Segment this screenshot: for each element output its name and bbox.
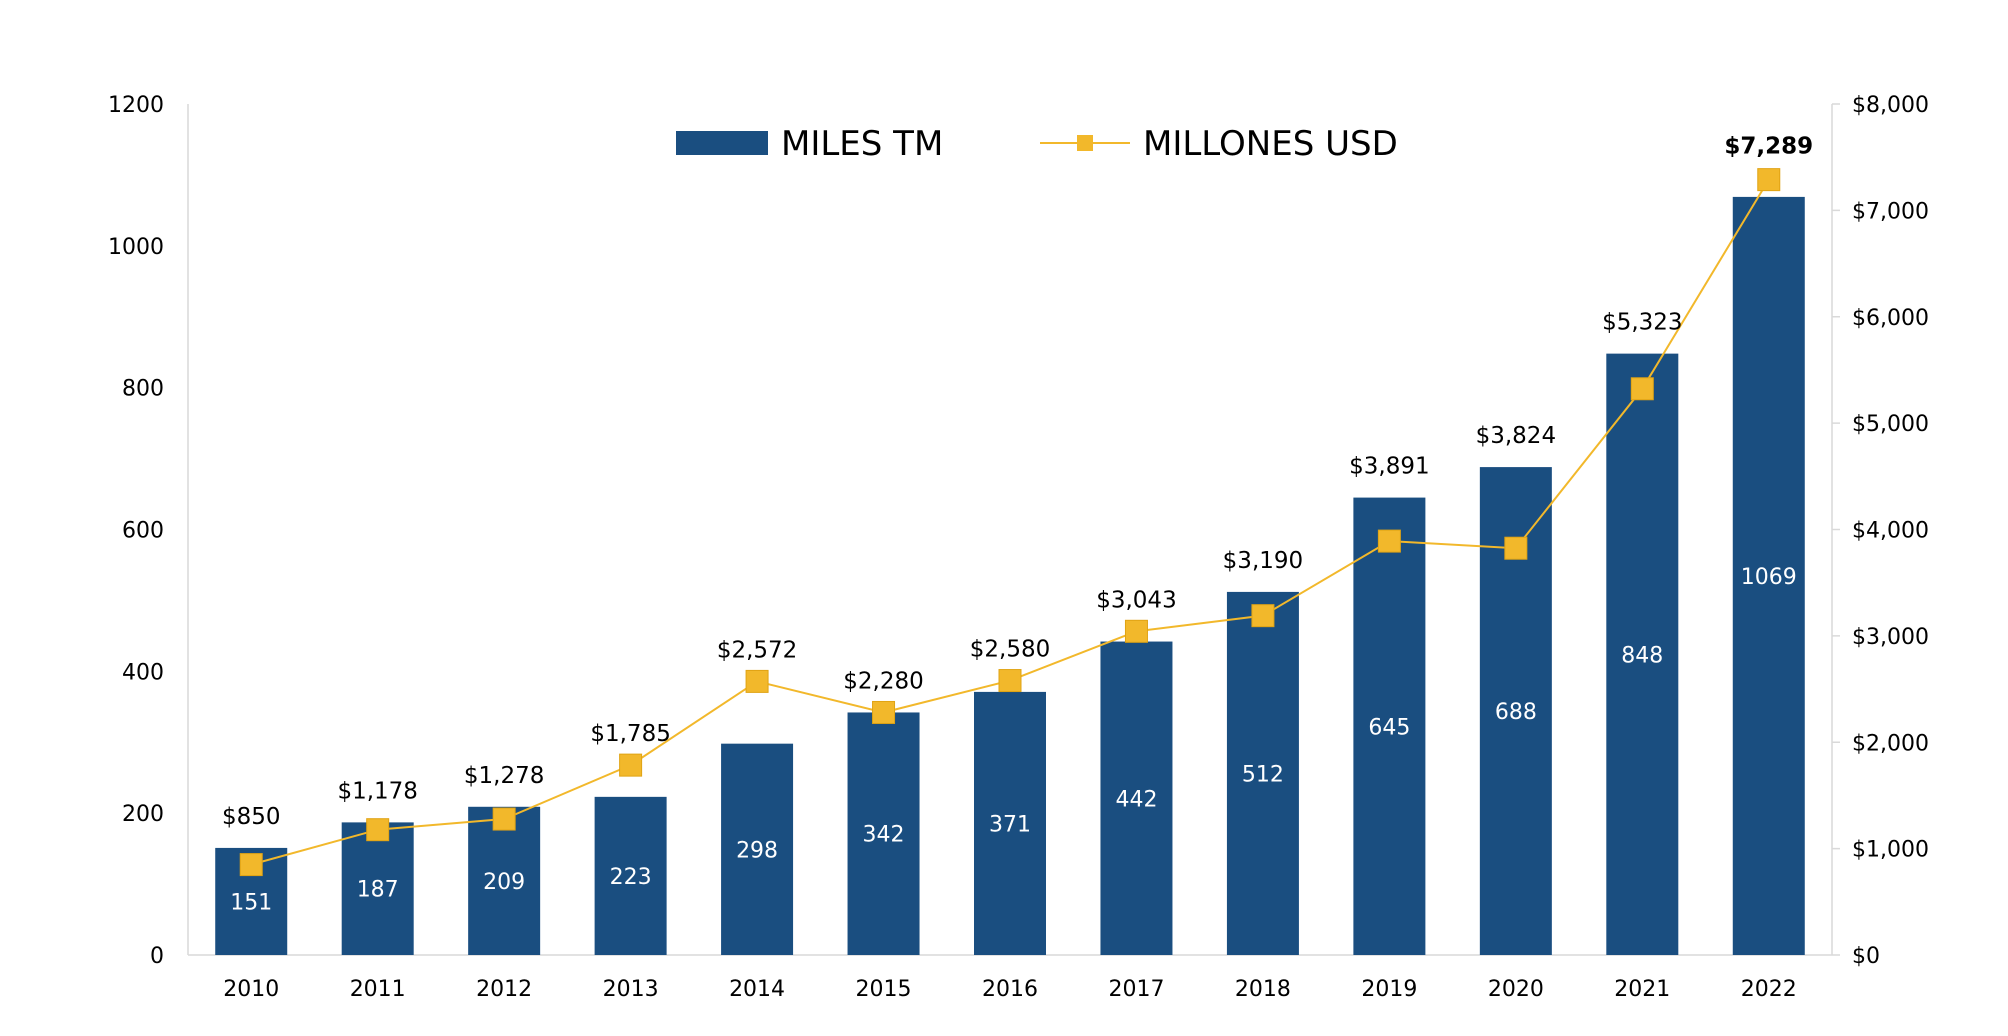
x-tick-label: 2013 [603,977,659,1002]
line-value-label: $850 [222,804,281,830]
legend-bar-label: MILES TM [781,124,943,164]
y-left-tick-label: 1000 [108,235,164,260]
y-left-tick-label: 800 [122,377,164,402]
line-point [1377,529,1401,553]
bar-value-label: 688 [1495,700,1537,725]
y-right-tick-label: $5,000 [1852,412,1929,437]
legend-bar-swatch [676,131,768,155]
y-right-tick-label: $0 [1852,944,1880,969]
bar [341,822,414,955]
line-point [619,753,643,777]
bar-value-label: 848 [1621,643,1663,668]
y-right-tick-label: $3,000 [1852,625,1929,650]
x-tick-label: 2016 [982,977,1038,1002]
axes-layer: 0 200 400 600 800 1000 1200 $0 $1,000 $2,000 $3,00… [108,93,1929,1002]
line-point [1757,168,1781,192]
bar-value-label: 187 [357,878,399,903]
y-right-tick-label: $7,000 [1852,199,1929,224]
line-value-label: $1,178 [337,778,417,804]
line-point [1251,604,1275,628]
y-left-tick-label: 600 [122,519,164,544]
bar-value-label: 512 [1242,762,1284,787]
line-point [745,669,769,693]
x-tick-label: 2012 [476,977,532,1002]
line-point [1504,536,1528,560]
x-tick-label: 2018 [1235,977,1291,1002]
bar [1606,353,1679,955]
bar-value-label: 209 [483,870,525,895]
y-right-tick-label: $4,000 [1852,519,1929,544]
bar [974,691,1046,955]
bar-value-label: 371 [989,812,1031,837]
bar-value-label: 645 [1368,715,1410,740]
line-value-label: $3,043 [1096,587,1176,613]
y-right-tick-label: $2,000 [1852,731,1929,756]
x-tick-label: 2011 [350,977,406,1002]
line-value-label: $2,572 [717,637,797,663]
line-layer [239,168,1781,877]
bar [1732,196,1805,956]
bar [468,806,541,955]
legend-line-label: MILLONES USD [1143,124,1398,164]
line-value-label: $7,289 [1724,134,1813,160]
bar [594,796,667,955]
line-point [366,818,390,842]
line-point [1124,619,1148,643]
labels-layer: 151 187 209 223 298 342 371 442 512 645 688 848 1069… [222,134,1813,916]
line-value-label: $5,323 [1602,310,1682,336]
bar-value-label: 298 [736,838,778,863]
bar [1226,591,1299,955]
y-left-tick-label: 400 [122,660,164,685]
line-value-label: $2,280 [843,668,923,694]
bars-layer [215,196,1805,956]
x-tick-label: 2017 [1108,977,1164,1002]
bar-value-label: 1069 [1741,565,1797,590]
x-tick-label: 2014 [729,977,785,1002]
x-tick-label: 2020 [1488,977,1544,1002]
legend-marker-swatch [1077,135,1093,151]
bar-value-label: 223 [610,865,652,890]
bar-value-label: 151 [230,890,272,915]
line-point [1630,377,1654,401]
line-point [492,807,516,831]
legend: MILES TM MILLONES USD [676,124,1398,164]
line-point [998,669,1022,693]
line-point [872,700,896,724]
y-left-tick-label: 0 [150,944,164,969]
x-tick-label: 2015 [856,977,912,1002]
y-right-tick-label: $1,000 [1852,838,1929,863]
line-value-label: $3,891 [1349,454,1429,480]
bar [1100,641,1173,955]
y-right-tick-label: $6,000 [1852,306,1929,331]
bar [847,712,920,955]
y-right-tick-label: $8,000 [1852,93,1929,118]
line-value-label: $3,824 [1476,423,1556,449]
line-value-label: $3,190 [1223,548,1303,574]
x-tick-label: 2021 [1614,977,1670,1002]
y-left-tick-label: 1200 [108,93,164,118]
x-tick-label: 2010 [223,977,279,1002]
bar-value-label: 342 [863,823,905,848]
line-point [239,853,263,877]
line-value-label: $2,580 [970,637,1050,663]
line-value-label: $1,278 [464,763,544,789]
bar-value-label: 442 [1115,787,1157,812]
y-left-tick-label: 200 [122,802,164,827]
line-value-label: $1,785 [590,721,670,747]
x-tick-label: 2022 [1741,977,1797,1002]
bar [1353,497,1426,955]
bar [721,743,794,955]
x-tick-label: 2019 [1361,977,1417,1002]
